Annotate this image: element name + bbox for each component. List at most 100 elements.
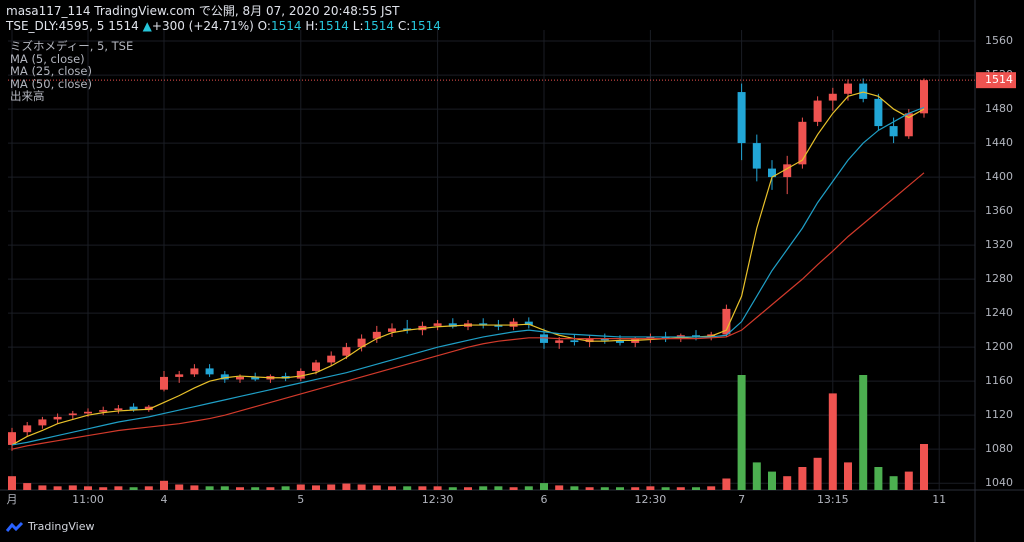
candle-body (570, 340, 579, 343)
y-tick-label: 1120 (985, 408, 1013, 421)
x-tick-label: 月 (7, 493, 18, 506)
arrow: ▲ (142, 19, 152, 33)
candle-body (129, 406, 138, 411)
volume-bar (160, 480, 168, 490)
volume-bar (266, 487, 275, 490)
candle-body (251, 376, 260, 380)
ma-line (11, 106, 925, 446)
volume-bar (844, 462, 852, 490)
y-tick-label: 1320 (985, 238, 1013, 251)
x-tick-label: 7 (738, 493, 745, 506)
candle-body (752, 143, 761, 169)
candle-body (783, 164, 792, 178)
ma-line (11, 172, 925, 450)
last-price-box (976, 72, 1016, 89)
candle-body (509, 321, 518, 327)
volume-bar (357, 484, 366, 490)
h-value: 1514 (318, 19, 349, 33)
publisher: masa117_114 TradingView.com で公開, 8月 07, … (6, 4, 400, 18)
l-label: L: (352, 19, 364, 33)
h-label: H: (305, 19, 319, 33)
volume-bar (874, 467, 883, 490)
legend: ミズホメディー, 5, TSE MA (5, close) MA (25, cl… (10, 40, 133, 103)
candle-body (798, 121, 807, 165)
candle-body (53, 416, 62, 420)
legend-entry: MA (25, close) (10, 64, 92, 78)
y-tick-label: 1160 (985, 374, 1013, 387)
volume-bar (616, 487, 624, 490)
candle-body (722, 308, 731, 335)
volume-bar (737, 375, 746, 490)
volume-bar (570, 486, 579, 490)
x-tick-label: 6 (541, 493, 548, 506)
brand-logo[interactable]: TradingView (6, 520, 94, 533)
volume-bar (524, 486, 533, 490)
candle-body (236, 376, 244, 380)
candle-body (99, 410, 108, 412)
candle-body (494, 325, 503, 327)
volume-bar (388, 486, 396, 490)
symbol: TSE_DLY:4595, 5 (6, 19, 105, 33)
volume-bar (372, 485, 381, 490)
candle-body (38, 419, 47, 426)
volume-bar (190, 485, 199, 490)
y-tick-label: 1480 (985, 102, 1013, 115)
header: masa117_114 TradingView.com で公開, 8月 07, … (6, 4, 441, 34)
volume-bar (783, 476, 792, 490)
volume-bar (661, 487, 670, 490)
volume-bar (859, 375, 868, 490)
candle-body (889, 126, 898, 137)
volume-bar (722, 478, 731, 490)
candle-body (190, 368, 199, 375)
candle-body (403, 328, 412, 331)
volume-bar (327, 484, 336, 490)
candle-body (920, 80, 928, 114)
x-tick-label: 4 (161, 493, 168, 506)
volume-bar (494, 486, 503, 490)
volume-bar (403, 486, 412, 490)
volume-bar (752, 462, 761, 490)
candle-body (160, 376, 168, 390)
candle-body (828, 93, 837, 101)
last-price-label: 1514 (985, 73, 1013, 86)
y-tick-label: 1440 (985, 136, 1013, 149)
volume-bar (342, 483, 351, 490)
candle-body (524, 321, 533, 326)
x-tick-label: 12:30 (635, 493, 667, 506)
candle-body (737, 92, 746, 144)
candle-body (646, 336, 655, 339)
volume-bar (296, 484, 305, 490)
legend-entry: MA (50, close) (10, 76, 92, 91)
candle-body (479, 323, 488, 326)
ma-line (11, 91, 925, 446)
y-tick-label: 1560 (985, 34, 1013, 47)
volume-bar (479, 486, 488, 490)
candle-body (585, 338, 594, 343)
candle-body (661, 336, 670, 339)
candle-body (448, 323, 457, 327)
candle-body (205, 368, 214, 375)
volume-bar (84, 486, 92, 490)
volume-bar (585, 487, 594, 490)
volume-bar (175, 484, 184, 490)
volume-bar (768, 471, 776, 490)
legend-entry: MA (5, close) (10, 51, 85, 66)
candle-body (342, 347, 351, 356)
x-tick-label: 5 (297, 493, 304, 506)
volume-bar (828, 393, 837, 490)
candle-body (312, 362, 320, 371)
volume-bar (251, 487, 260, 490)
volume-bar (448, 487, 457, 490)
candle-body (23, 425, 32, 433)
volume-bar (464, 487, 472, 490)
candle-body (813, 100, 822, 122)
volume-bar (23, 483, 32, 490)
candle-body (144, 406, 153, 411)
candle-body (768, 168, 776, 178)
candle-body (600, 338, 609, 341)
o-label: O: (257, 19, 271, 33)
volume-bar (53, 486, 62, 490)
y-tick-label: 1080 (985, 442, 1013, 455)
